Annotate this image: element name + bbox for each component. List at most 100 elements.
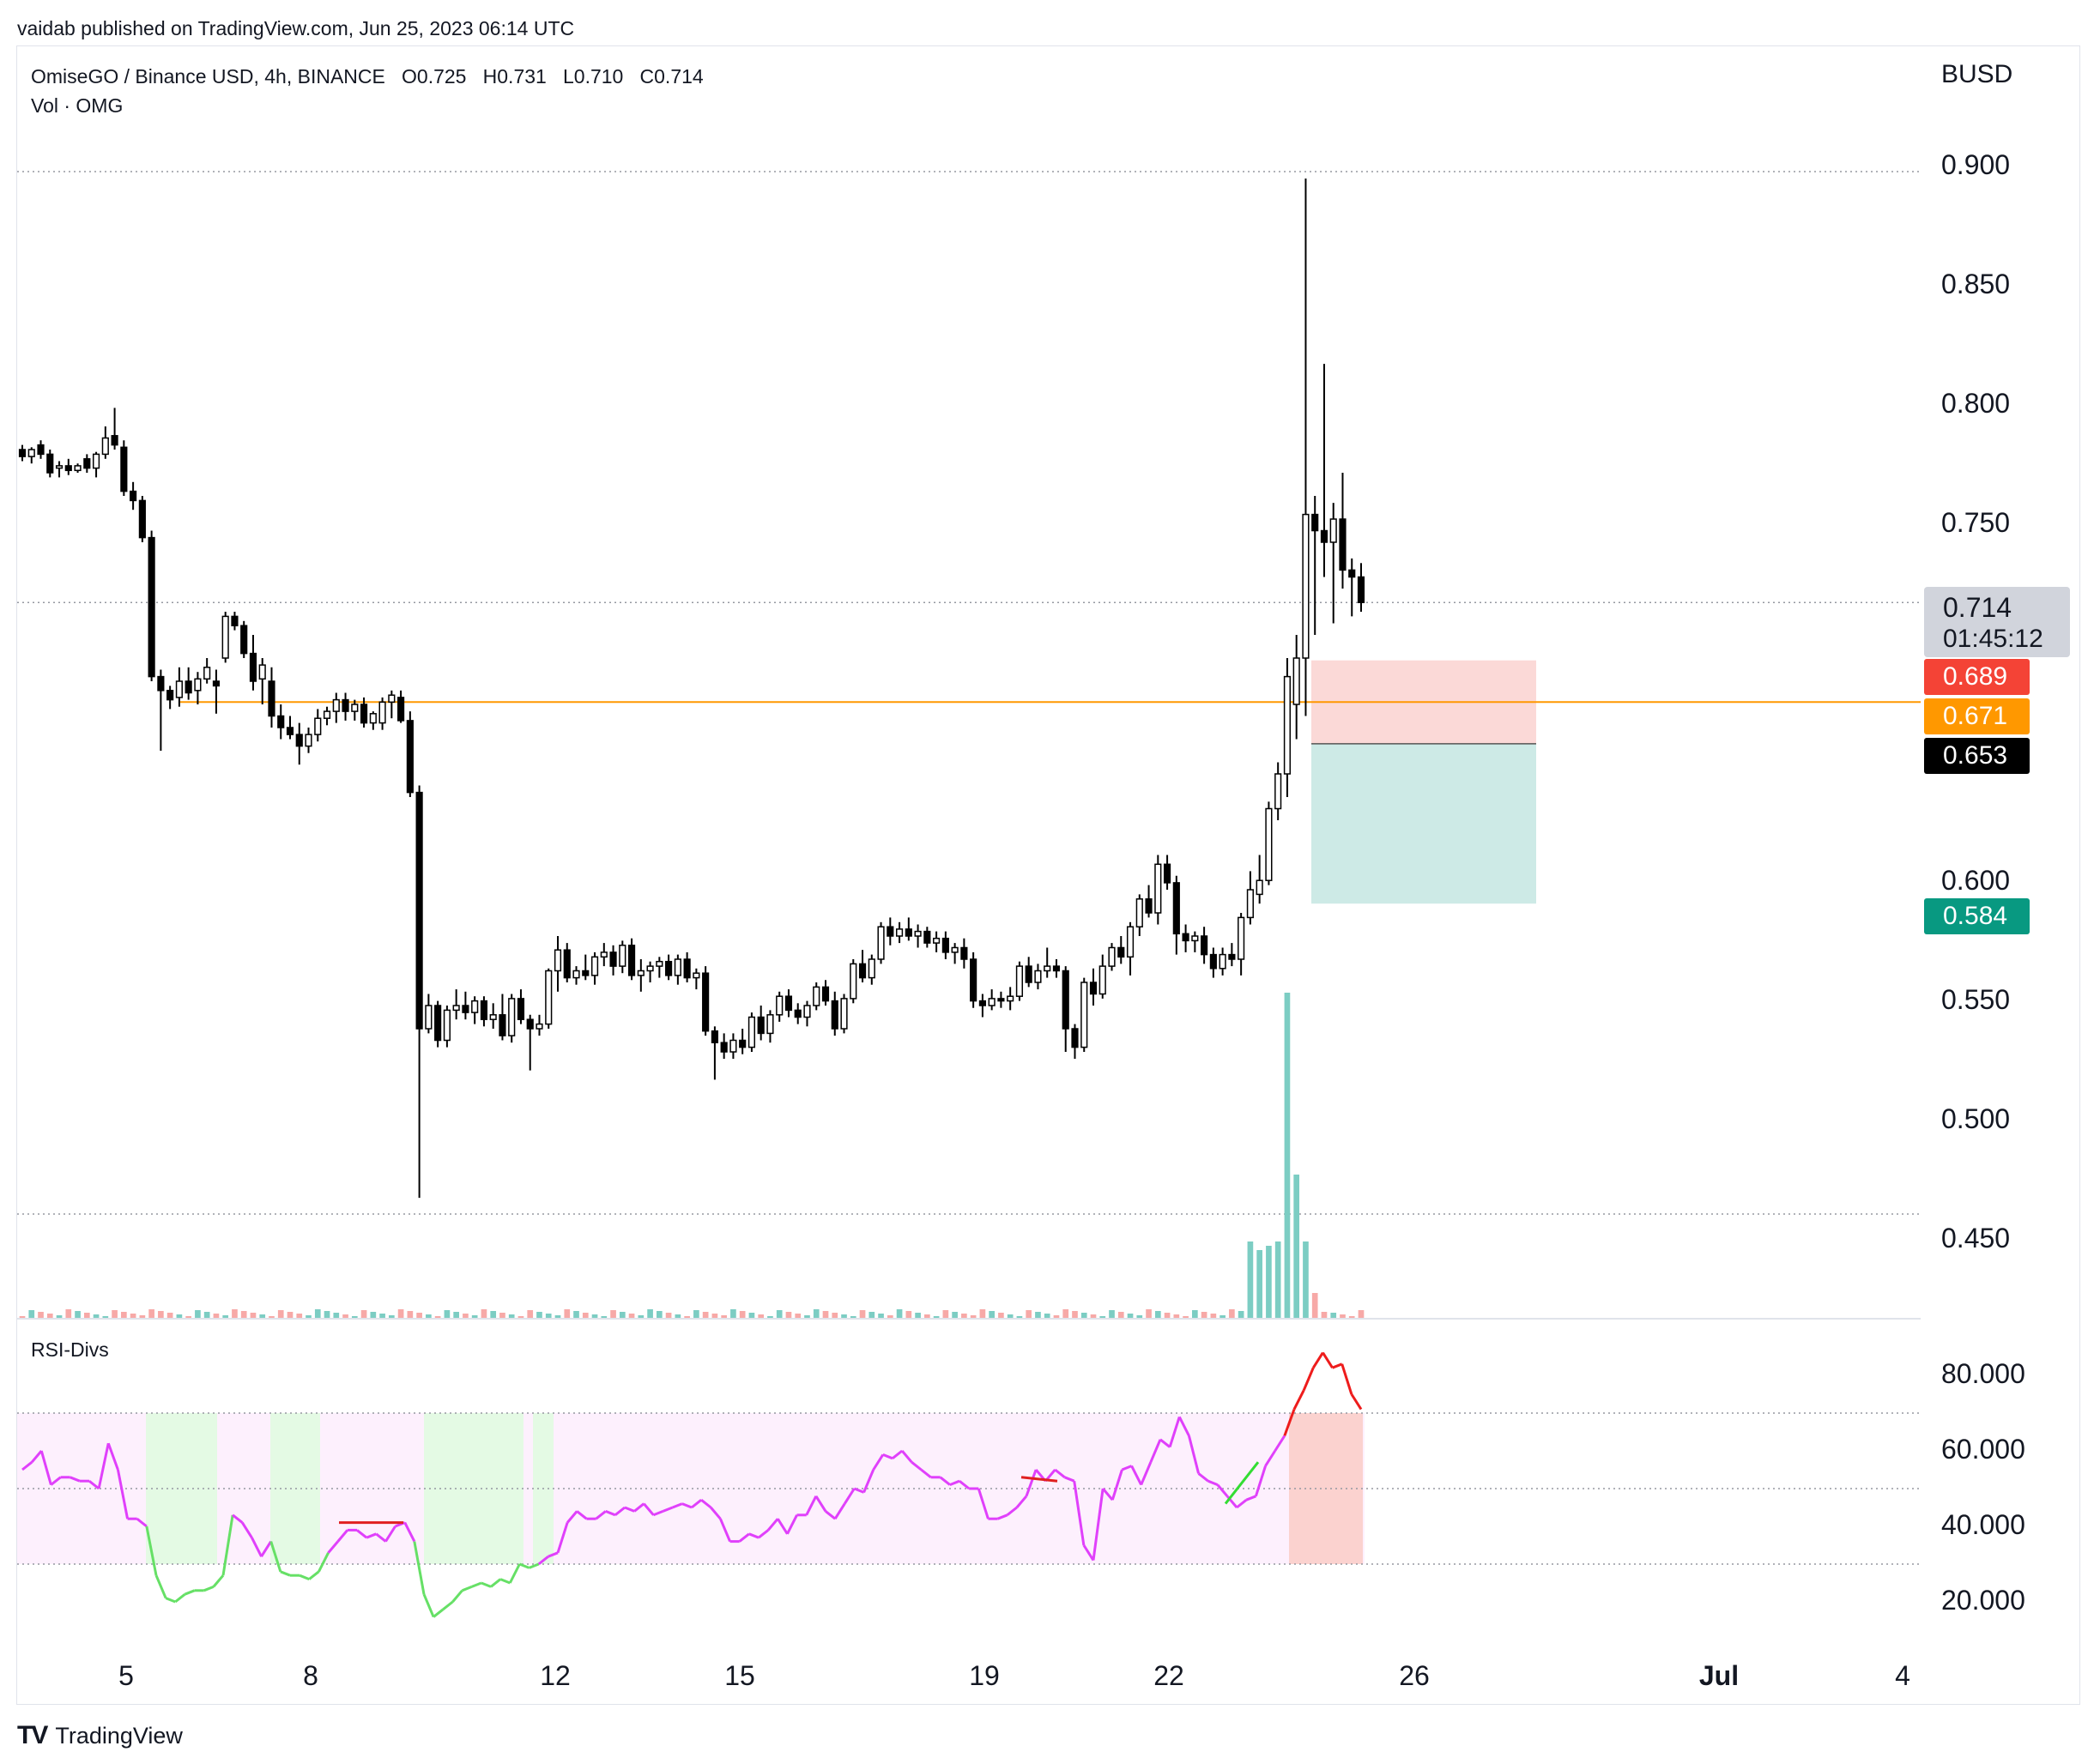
- volume-bar: [287, 1312, 294, 1319]
- rsi-line-segment: [777, 1518, 789, 1535]
- rsi-line-segment: [939, 1476, 951, 1486]
- candle-body: [590, 956, 599, 976]
- candle-body: [1154, 863, 1162, 914]
- volume-bar: [1109, 1310, 1115, 1319]
- volume-bar: [1080, 1313, 1087, 1319]
- rsi-line-segment: [1140, 1461, 1153, 1486]
- rsi-line-segment: [1245, 1495, 1256, 1501]
- rsi-line-segment: [853, 1487, 865, 1494]
- price-tick: 0.550: [1941, 984, 2011, 1015]
- candle-body: [563, 949, 571, 979]
- volume-bar: [1016, 1316, 1023, 1319]
- volume-bar: [619, 1312, 626, 1319]
- rsi-line-segment: [462, 1586, 473, 1592]
- volume-bar: [407, 1311, 414, 1319]
- volume-bar: [832, 1313, 838, 1319]
- volume-bar: [213, 1314, 220, 1319]
- volume-bar: [554, 1315, 561, 1319]
- volume-bar: [822, 1311, 829, 1319]
- volume-bar: [647, 1309, 653, 1319]
- high-value: H0.731: [482, 65, 547, 88]
- candle-body: [739, 1039, 747, 1048]
- rsi-line-segment: [165, 1597, 176, 1604]
- rsi-line-segment: [1006, 1506, 1018, 1516]
- volume-bar: [296, 1314, 303, 1319]
- candle-body: [314, 717, 322, 735]
- volume-bar: [203, 1312, 210, 1319]
- candle-body: [646, 965, 654, 972]
- rsi-line-segment: [232, 1513, 244, 1524]
- candle-body: [462, 1005, 469, 1013]
- volume-bar: [767, 1316, 773, 1319]
- rsi-title[interactable]: RSI-Divs: [31, 1338, 109, 1361]
- volume-bar: [942, 1310, 949, 1319]
- volume-bar: [517, 1316, 524, 1319]
- tv-logo-icon: TV: [17, 1721, 48, 1749]
- volume-bar: [314, 1309, 321, 1319]
- candle-body: [1320, 529, 1328, 543]
- candle-body: [1172, 882, 1180, 935]
- bullish-divergence-line: [1224, 1461, 1260, 1505]
- candle-body: [27, 449, 35, 457]
- rsi-line-segment: [1236, 1499, 1248, 1509]
- volume-bar: [416, 1313, 422, 1319]
- candle-body: [378, 701, 386, 724]
- volume-bar: [730, 1309, 736, 1319]
- volume-bar: [1284, 993, 1291, 1319]
- volume-legend[interactable]: Vol · OMG: [31, 94, 124, 117]
- stop-price-tag: 0.689: [1924, 659, 2030, 695]
- volume-bar: [102, 1316, 109, 1319]
- rsi-tick: 60.000: [1941, 1434, 2025, 1465]
- candle-body: [1191, 935, 1199, 942]
- symbol-name[interactable]: OmiseGO / Binance USD, 4h, BINANCE: [31, 65, 385, 88]
- candle-body: [960, 946, 968, 960]
- volume-bar: [185, 1316, 191, 1319]
- volume-bar: [269, 1316, 275, 1319]
- volume-bar: [166, 1313, 173, 1319]
- last-price-tag: 0.714 01:45:12: [1924, 587, 2070, 657]
- volume-bar: [250, 1313, 257, 1319]
- rsi-line-segment: [70, 1476, 81, 1483]
- rsi-line-segment: [556, 1522, 569, 1554]
- candle-body: [1182, 933, 1189, 942]
- candle-body: [1311, 513, 1319, 532]
- volume-bar: [1192, 1310, 1198, 1319]
- candle-body: [887, 926, 894, 937]
- candle-body: [471, 1000, 479, 1013]
- rsi-oversold-zone: [424, 1413, 524, 1564]
- candle-body: [268, 680, 275, 717]
- volume-bar: [389, 1315, 395, 1319]
- rsi-line-segment: [872, 1453, 885, 1471]
- rsi-line-segment: [184, 1589, 196, 1596]
- rsi-line-segment: [652, 1510, 664, 1517]
- candle-body: [711, 1030, 718, 1043]
- volume-bar: [573, 1311, 579, 1319]
- rsi-line-segment: [1064, 1476, 1075, 1483]
- entry-price-tag: 0.653: [1924, 738, 2030, 774]
- volume-bar: [463, 1314, 469, 1319]
- rsi-line-segment: [1264, 1450, 1276, 1467]
- volume-bar: [333, 1313, 340, 1319]
- candle-body: [415, 791, 423, 1030]
- price-tick: 0.450: [1941, 1223, 2011, 1254]
- candle-body: [83, 458, 91, 469]
- currency-label[interactable]: BUSD: [1941, 60, 2013, 88]
- rsi-line-segment: [299, 1574, 310, 1580]
- rsi-line-segment: [1350, 1393, 1363, 1411]
- candle-body: [369, 713, 377, 724]
- candle-body: [138, 499, 146, 539]
- rsi-line-segment: [508, 1563, 521, 1584]
- volume-bar: [46, 1314, 53, 1319]
- rsi-line-segment: [518, 1562, 530, 1569]
- candle-body: [517, 998, 525, 1020]
- rsi-line-segment: [1312, 1351, 1324, 1369]
- volume-bar: [878, 1314, 884, 1319]
- rsi-line-segment: [451, 1589, 463, 1603]
- volume-bar: [748, 1313, 755, 1319]
- target-zone: [1311, 743, 1536, 904]
- candle-body: [914, 930, 922, 937]
- tradingview-logo[interactable]: TV TradingView: [17, 1721, 183, 1750]
- volume-bar: [841, 1314, 847, 1319]
- candle-body: [1283, 675, 1292, 775]
